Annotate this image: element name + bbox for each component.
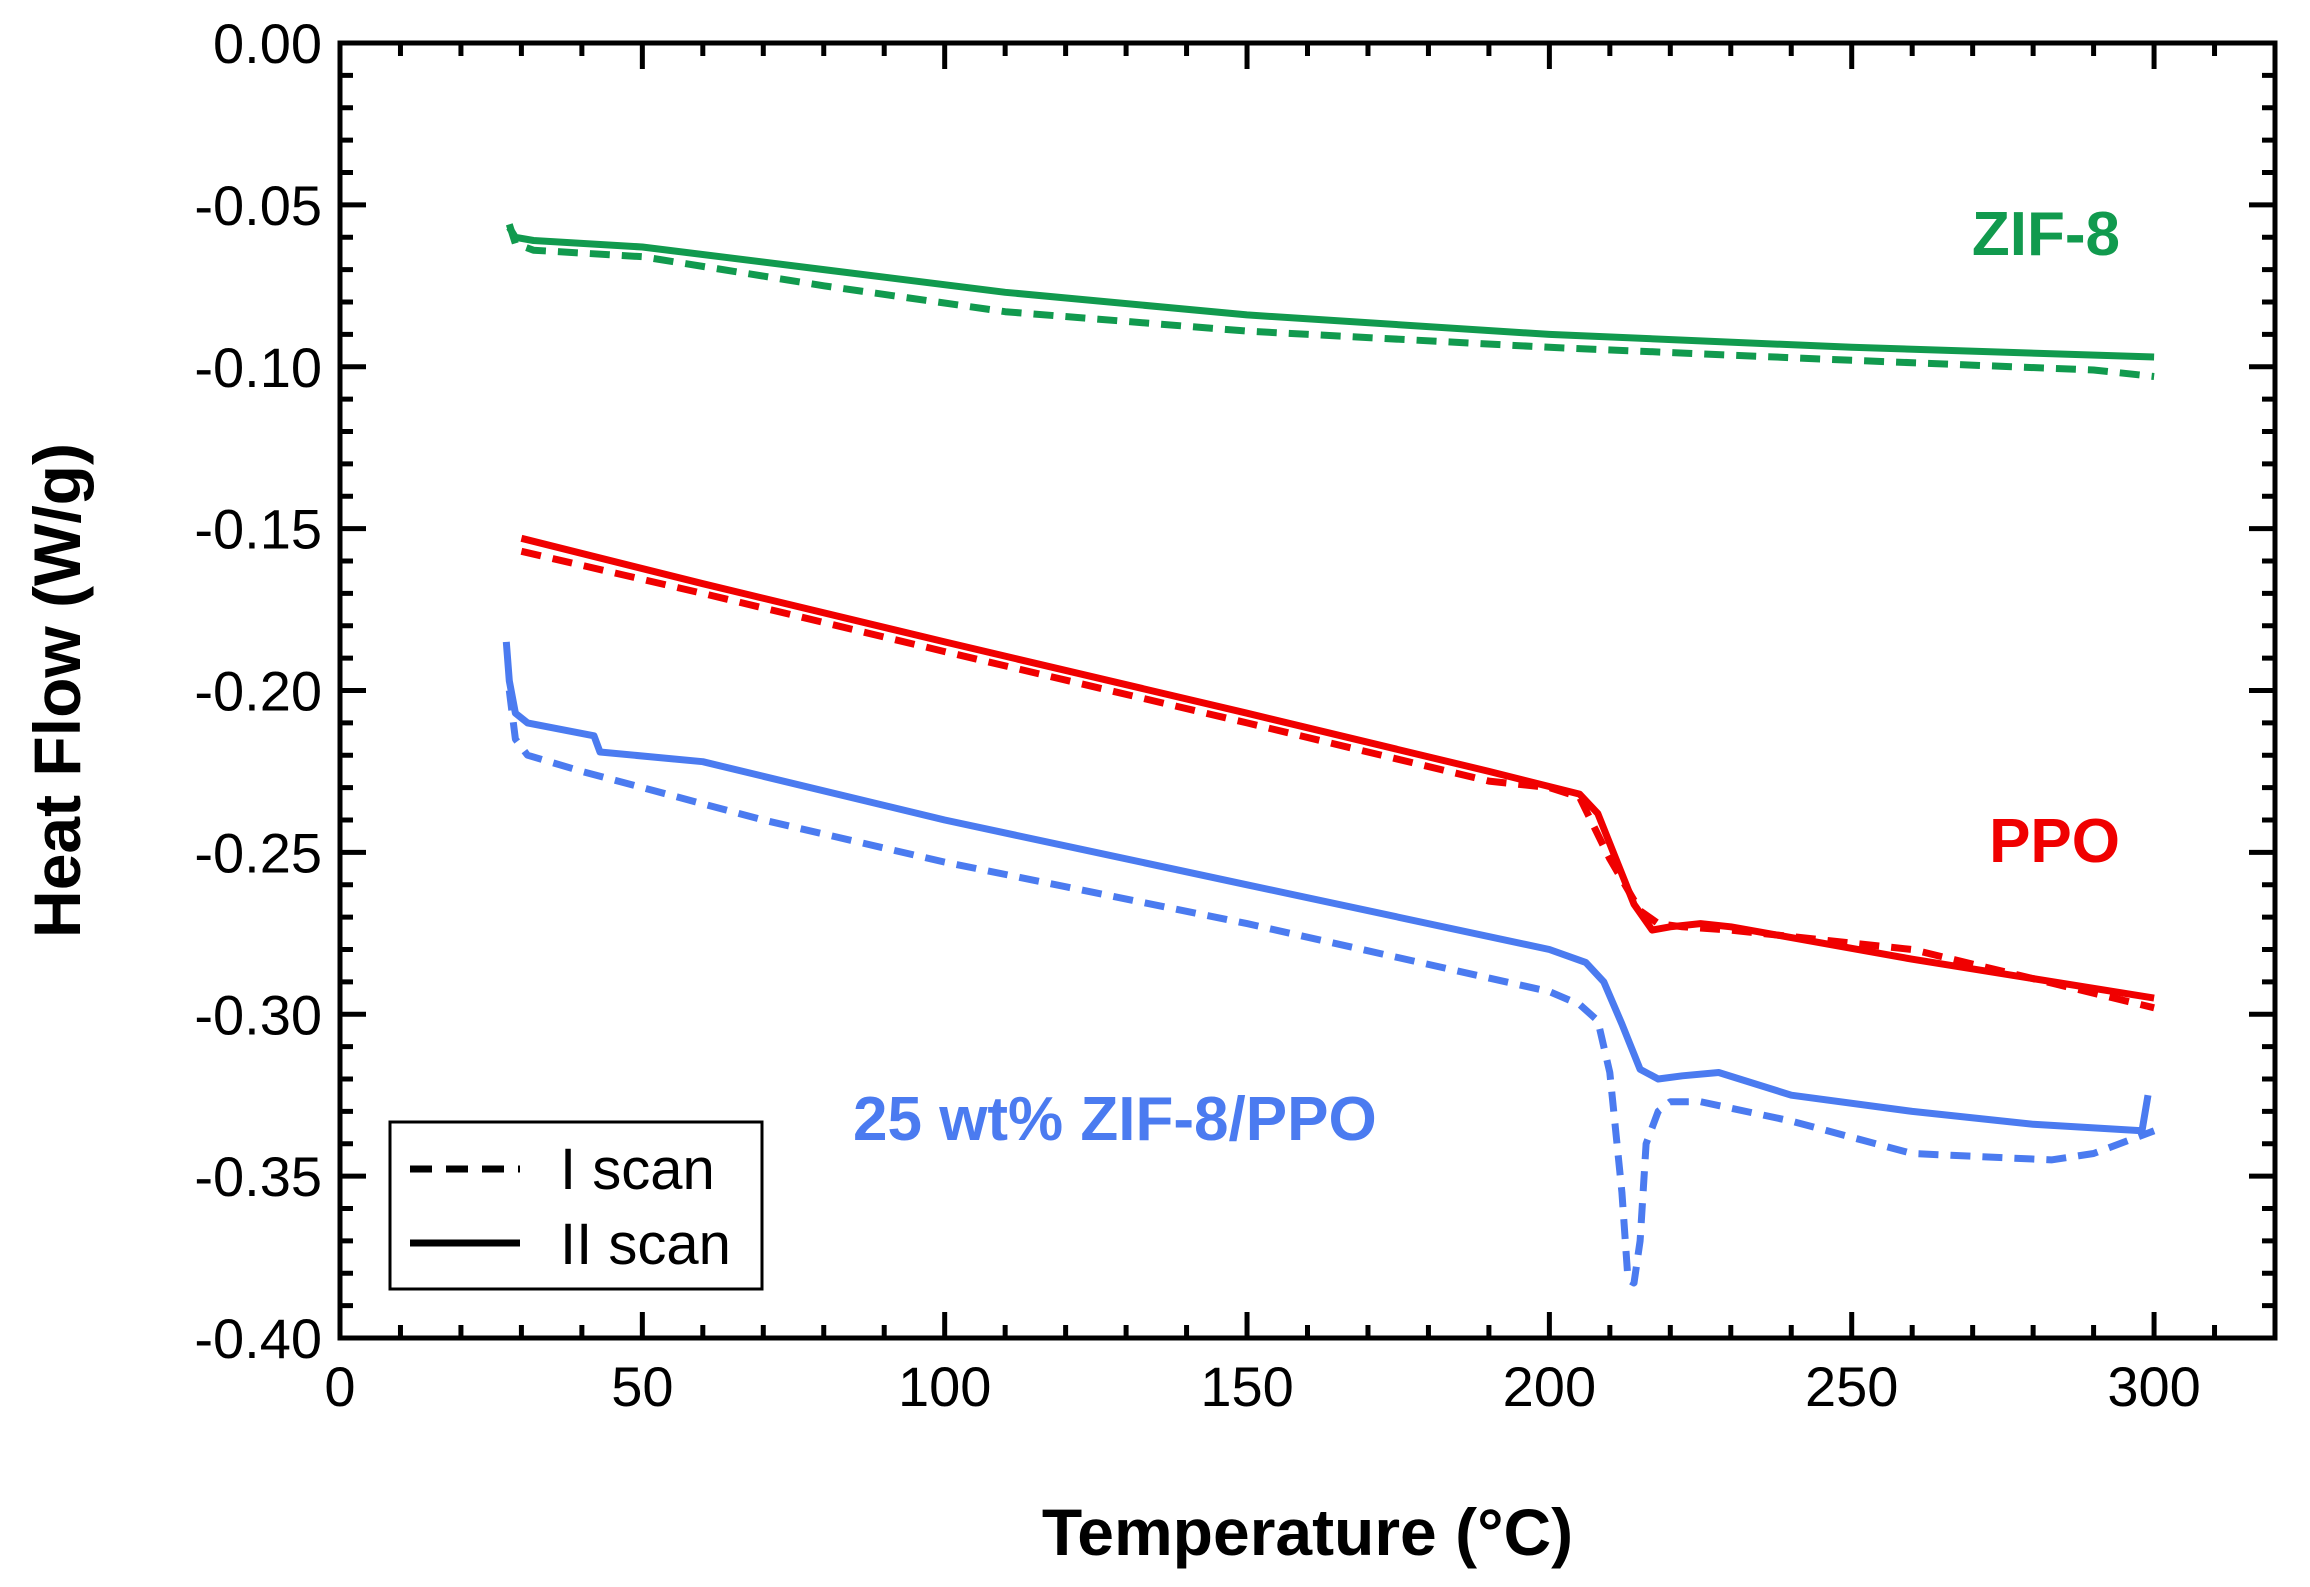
- x-tick-label: 300: [2107, 1355, 2200, 1418]
- y-tick-label: 0.00: [213, 12, 322, 75]
- series-line-composite-solid: [502, 641, 2152, 1135]
- series-label-zif8: ZIF-8: [1972, 200, 2120, 269]
- y-axis-title: Heat Flow (W/g): [20, 443, 94, 938]
- series-line-ppo-dashed: [520, 547, 2155, 1012]
- series-label-composite: 25 wt% ZIF-8/PPO: [853, 1085, 1377, 1154]
- series-line-zif8-dashed: [505, 223, 2155, 380]
- legend: I scan II scan: [388, 1120, 764, 1291]
- y-tick-label: -0.35: [194, 1145, 322, 1208]
- x-tick-label: 100: [898, 1355, 991, 1418]
- y-tick-label: -0.20: [194, 660, 322, 723]
- x-tick-label: 0: [324, 1355, 355, 1418]
- legend-label-dashed: I scan: [560, 1137, 715, 1202]
- ticks-layer: 0 50 100 150 200 250 300 0.00 -0.05 -0.10 -0.15 -0.…: [194, 12, 2278, 1418]
- y-tick-label: -0.25: [194, 821, 322, 884]
- y-tick-label: -0.10: [194, 336, 322, 399]
- x-tick-label: 250: [1805, 1355, 1898, 1418]
- y-tick-label: -0.05: [194, 174, 322, 237]
- series-line-composite-dashed: [505, 690, 2156, 1287]
- series-line-zif8-solid: [506, 225, 2155, 361]
- legend-label-solid: II scan: [560, 1212, 731, 1277]
- y-tick-label: -0.15: [194, 498, 322, 561]
- x-tick-label: 150: [1200, 1355, 1293, 1418]
- x-tick-label: 200: [1503, 1355, 1596, 1418]
- series-line-ppo-solid: [520, 534, 2155, 1002]
- legend-box: [388, 1120, 764, 1291]
- x-tick-label: 50: [611, 1355, 673, 1418]
- series-label-ppo: PPO: [1989, 807, 2120, 876]
- series-layer: [502, 223, 2156, 1287]
- y-tick-label: -0.30: [194, 983, 322, 1046]
- x-axis-title: Temperature (°C): [1042, 1495, 1573, 1569]
- y-tick-label: -0.40: [194, 1307, 322, 1370]
